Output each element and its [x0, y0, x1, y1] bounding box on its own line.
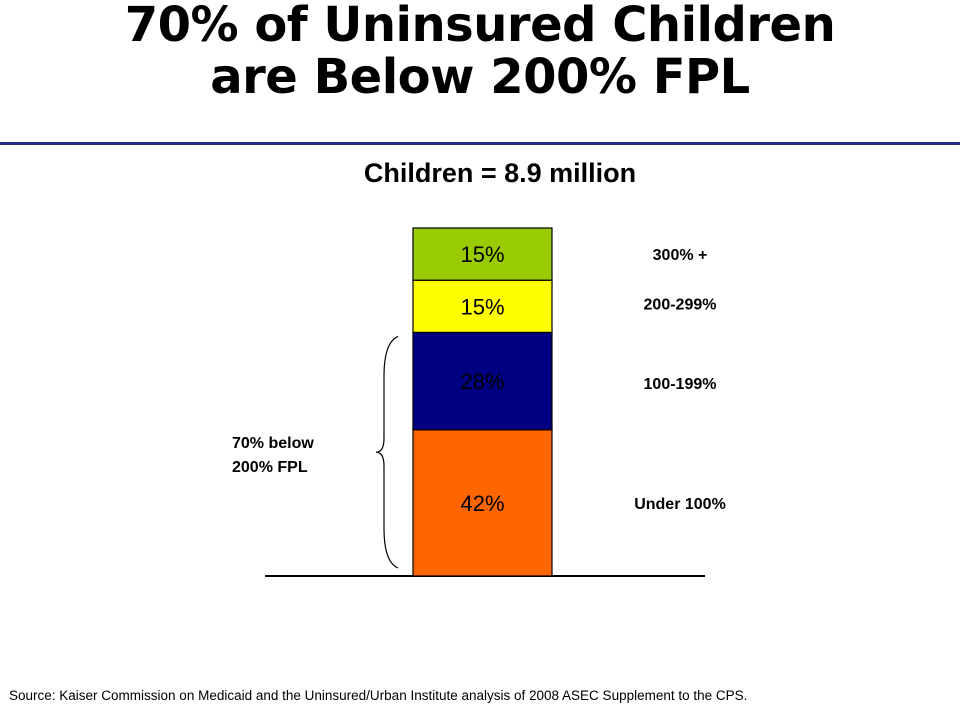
legend-label: 200-299%: [644, 296, 717, 313]
bar-segment: [412, 227, 553, 281]
data-label: 15%: [460, 294, 504, 319]
data-label: 28%: [460, 369, 504, 394]
bar-segment: [412, 429, 553, 577]
bar-segment: [412, 331, 553, 431]
annotation-text-line-2: 200% FPL: [232, 459, 308, 476]
source-note: Source: Kaiser Commission on Medicaid an…: [9, 688, 748, 703]
legend-label: Under 100%: [634, 496, 726, 513]
title-line-2: are Below 200% FPL: [210, 48, 750, 105]
data-label: 42%: [460, 491, 504, 516]
title-divider: [0, 142, 960, 145]
title-line-1: 70% of Uninsured Children: [124, 0, 836, 53]
chart-subtitle: Children = 8.9 million: [363, 158, 637, 188]
annotation-text-line-1: 70% below: [232, 435, 314, 452]
brace-annotation: [375, 335, 399, 569]
legend-label: 300% +: [653, 247, 708, 264]
legend-label: 100-199%: [644, 376, 717, 393]
page-title: 70% of Uninsured Children are Below 200%…: [0, 0, 960, 104]
data-label: 15%: [460, 242, 504, 267]
